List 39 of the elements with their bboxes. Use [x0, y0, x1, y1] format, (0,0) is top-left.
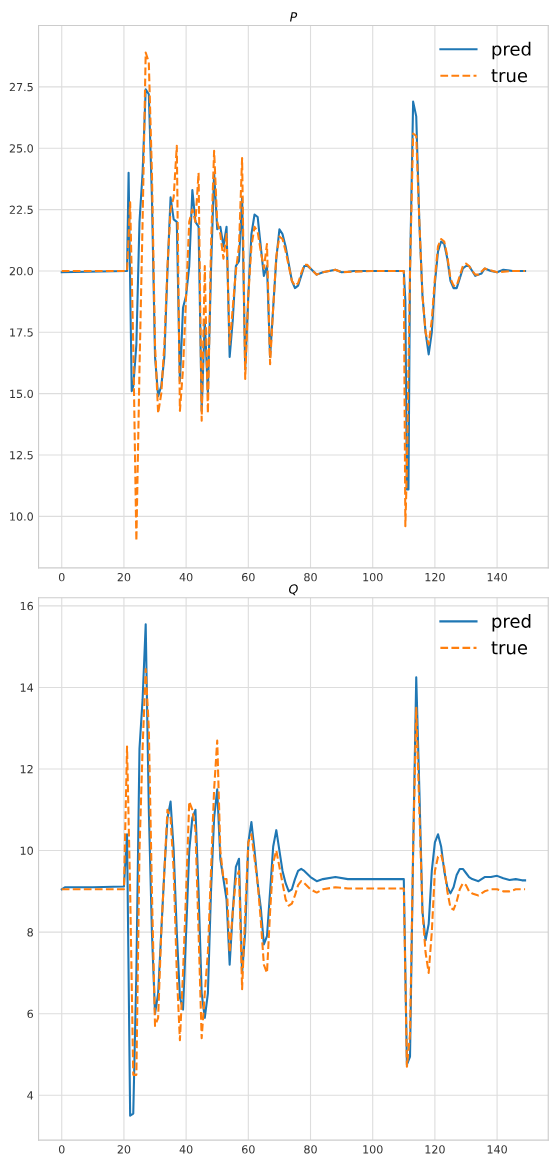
- x-tick-label: 100: [363, 572, 383, 582]
- legend-label: true: [491, 69, 528, 83]
- y-tick-label: 16: [20, 601, 34, 611]
- y-tick-label: 15.0: [10, 389, 33, 399]
- y-tick-label: 12: [20, 764, 33, 774]
- x-tick-label: 120: [425, 1145, 445, 1154]
- x-tick-label: 40: [179, 572, 193, 582]
- y-tick-label: 27.5: [9, 82, 33, 92]
- x-tick-label: 20: [117, 1145, 131, 1154]
- x-tick-label: 60: [242, 1145, 255, 1154]
- x-tick-label: 140: [487, 1145, 507, 1154]
- x-tick-label: 20: [117, 572, 131, 582]
- y-tick-label: 25.0: [9, 144, 33, 153]
- chart-title: P: [289, 12, 298, 22]
- legend-label: pred: [492, 41, 531, 60]
- y-tick-label: 22.5: [9, 205, 33, 214]
- x-tick-label: 120: [425, 572, 445, 582]
- line-series: [60, 88, 527, 491]
- y-tick-label: 8: [27, 928, 33, 937]
- x-tick-label: 0: [58, 1145, 65, 1154]
- x-tick-label: 80: [304, 1145, 317, 1154]
- chart-title: Q: [289, 584, 298, 596]
- y-tick-label: 6: [27, 1009, 34, 1019]
- y-tick-label: 4: [27, 1091, 34, 1100]
- legend-label: pred: [492, 613, 531, 632]
- line-series: [60, 668, 527, 1076]
- x-tick-label: 40: [179, 1145, 193, 1154]
- x-tick-label: 0: [58, 572, 65, 582]
- x-tick-label: 100: [363, 1145, 383, 1154]
- x-tick-label: 60: [242, 572, 255, 582]
- legend-label: true: [491, 641, 528, 655]
- x-tick-label: 140: [487, 572, 507, 582]
- x-tick-label: 80: [304, 572, 317, 582]
- y-tick-label: 20.0: [9, 266, 33, 276]
- y-tick-label: 14: [20, 683, 34, 692]
- y-tick-label: 10.0: [10, 512, 33, 521]
- y-tick-label: 12.5: [10, 450, 33, 460]
- y-tick-label: 17.5: [10, 328, 33, 337]
- y-tick-label: 10: [20, 846, 33, 855]
